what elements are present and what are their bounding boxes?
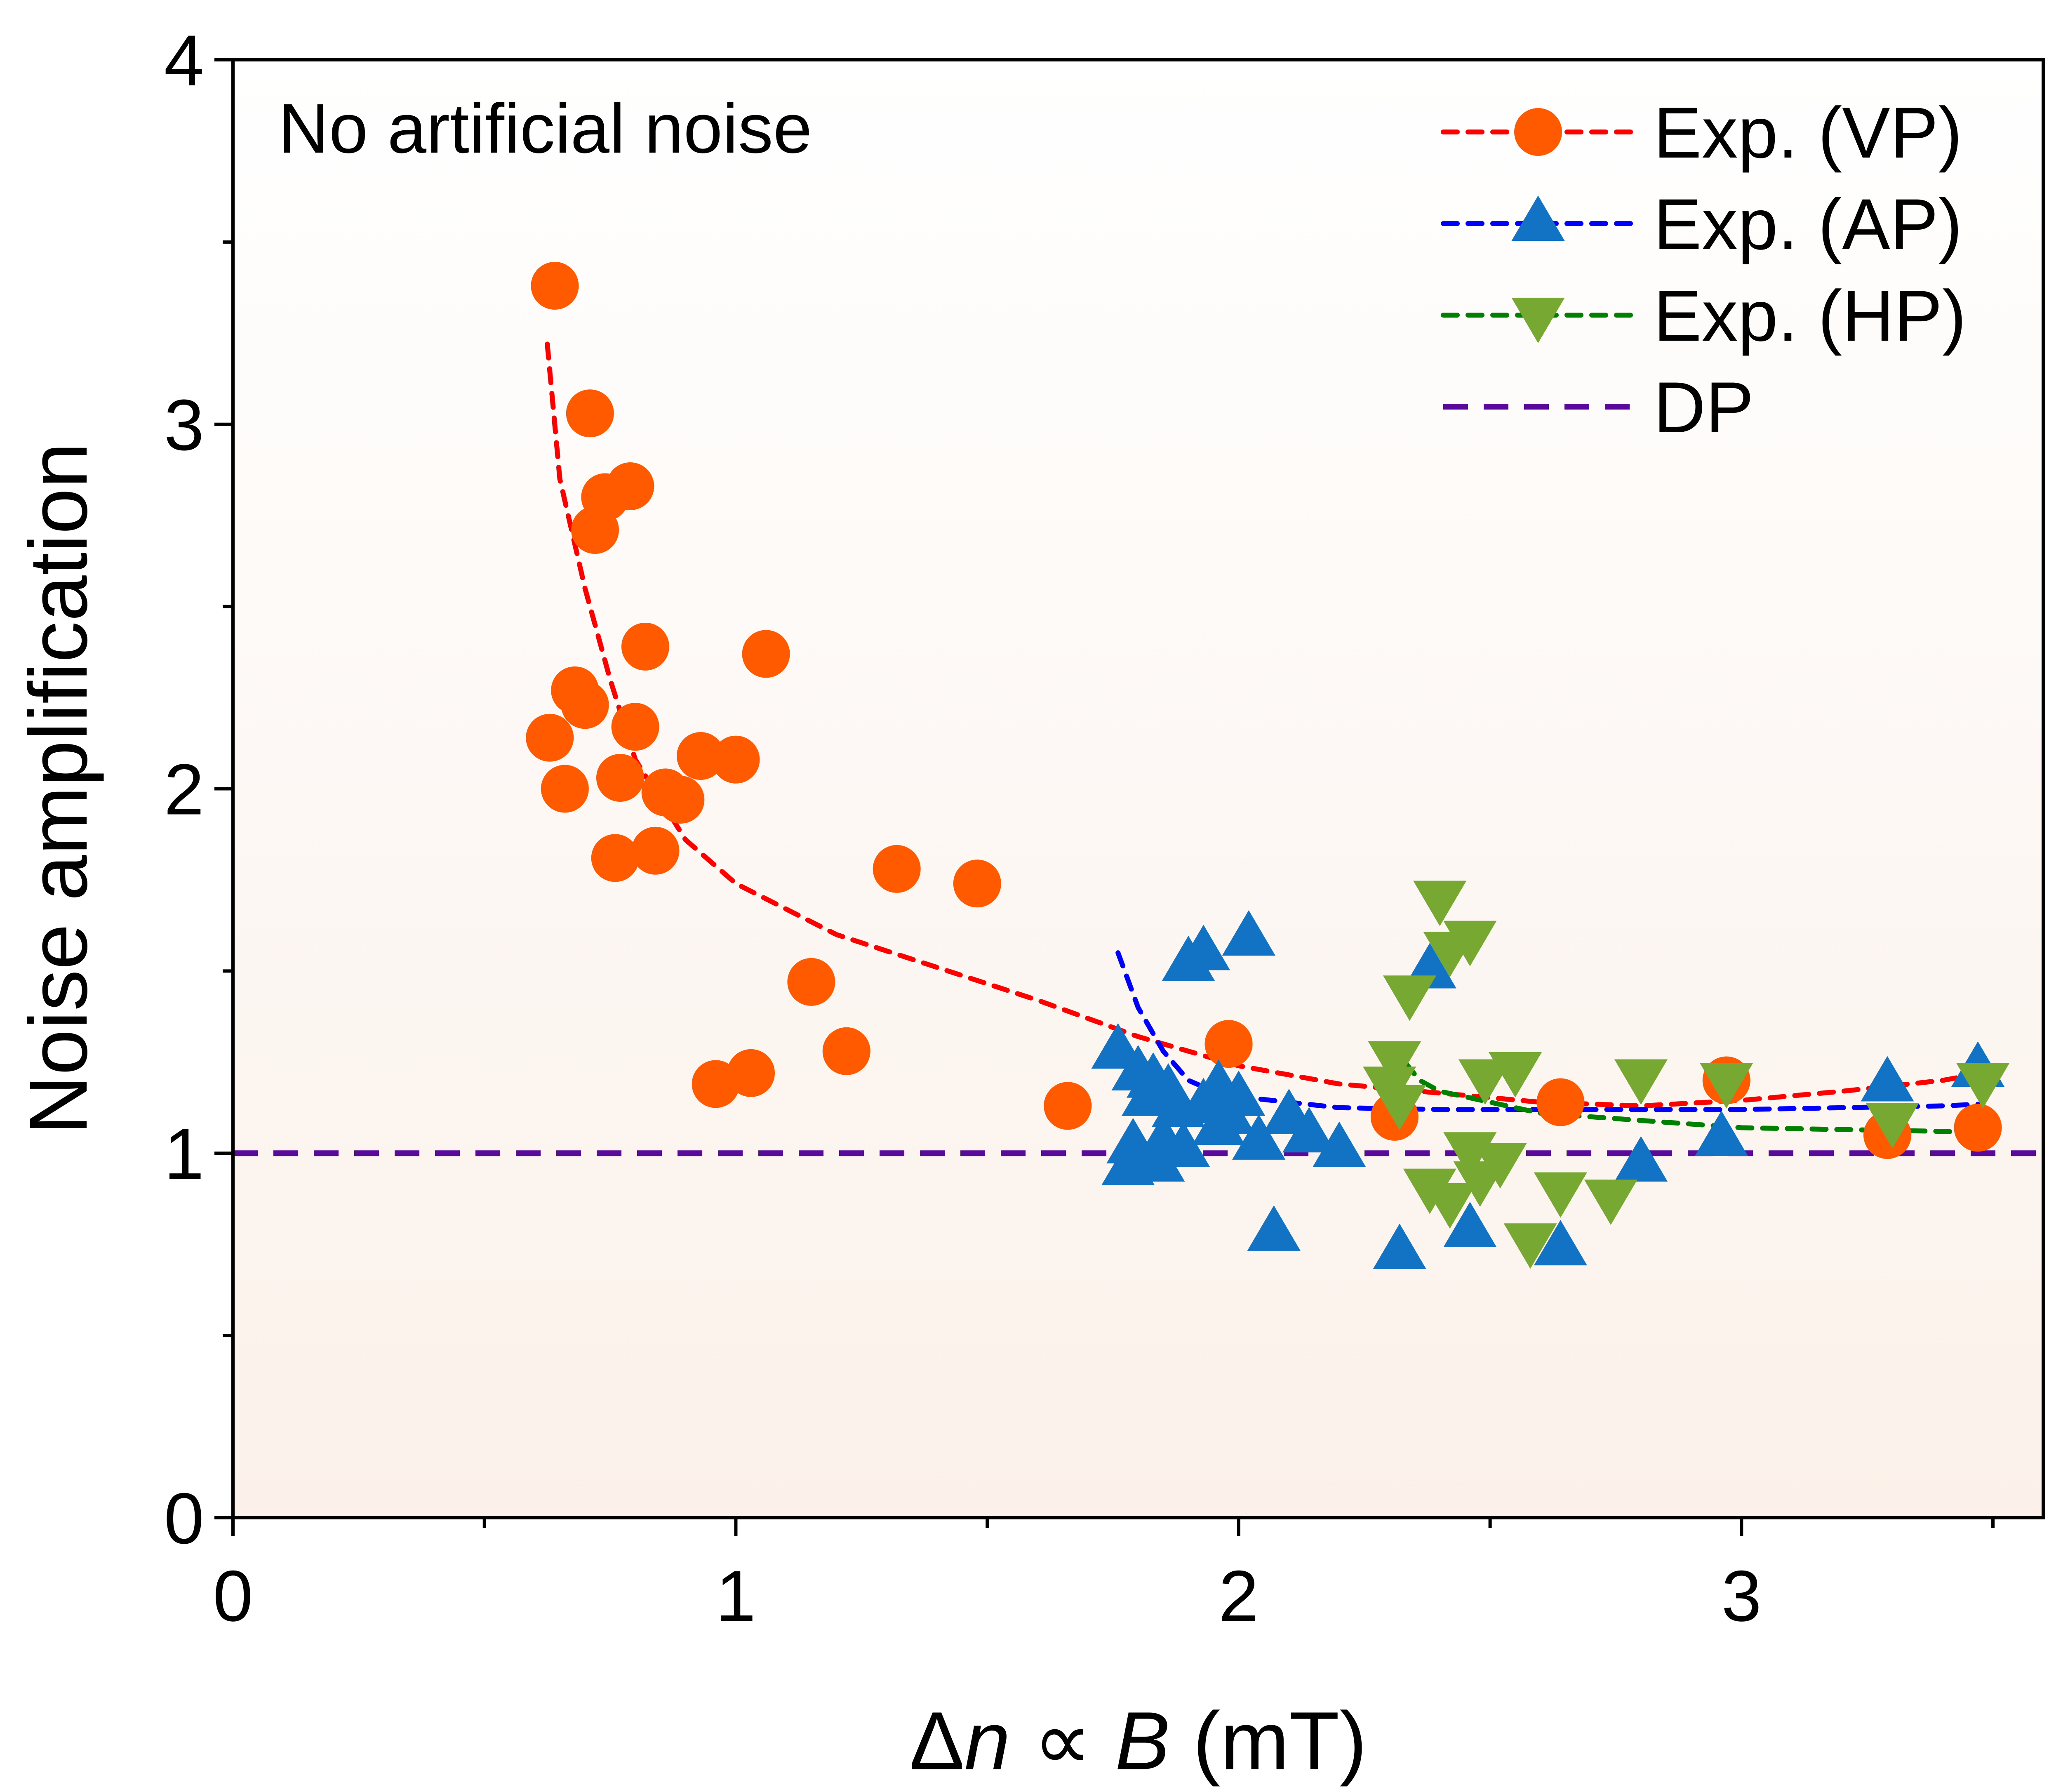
exp-hp-point [1534, 1172, 1587, 1218]
exp-ap-point [1443, 1201, 1497, 1247]
exp-hp-point [1373, 1085, 1426, 1130]
exp-hp-point [1453, 1161, 1507, 1207]
exp-ap-point [1222, 910, 1275, 956]
exp-vp-point [621, 622, 669, 671]
exp-vp-point [571, 506, 619, 554]
exp-hp-point [1443, 921, 1497, 966]
exp-ap-point [1282, 1107, 1336, 1153]
exp-vp-point [656, 776, 705, 824]
exp-hp-point [1866, 1103, 1919, 1149]
y-tick-label-2: 2 [164, 750, 204, 830]
legend-label-exp-ap: Exp. (AP) [1654, 184, 1962, 265]
x-axis-n: n [965, 1695, 1010, 1787]
exp-ap-point [1614, 1136, 1668, 1182]
exp-ap-point [1247, 1205, 1301, 1251]
exp-ap-point [1192, 1100, 1245, 1145]
exp-vp-point [596, 754, 644, 802]
exp-ap-point [1373, 1223, 1426, 1269]
y-axis-title: Noise amplification [12, 443, 104, 1135]
exp-ap-point [1313, 1121, 1366, 1167]
exp-vp-point [531, 261, 579, 310]
exp-ap-point [1232, 1114, 1286, 1160]
exp-hp-point [1503, 1223, 1557, 1269]
legend: Exp. (VP) Exp. (AP) Exp. (HP) DP [1441, 93, 1966, 448]
plot-background [233, 60, 2043, 1518]
exp-vp-point [712, 735, 760, 784]
exp-vp-point [742, 630, 790, 678]
exp-ap-point [1212, 1070, 1266, 1116]
legend-label-exp-vp: Exp. (VP) [1654, 93, 1962, 173]
exp-vp-point [611, 703, 659, 751]
exp-vp-point [561, 681, 609, 729]
x-axis-ticks: 0 1 2 3 [213, 1518, 1995, 1637]
exp-ap-point [1157, 1121, 1210, 1167]
y-tick-label-0: 0 [164, 1479, 204, 1559]
exp-vp-point [1536, 1078, 1585, 1126]
exp-ap-point [1694, 1110, 1748, 1156]
exp-hp-point [1488, 1052, 1542, 1097]
exp-vp-point [1954, 1104, 2002, 1152]
exp-ap-point [1132, 1136, 1185, 1182]
exp-vp-point [873, 845, 921, 893]
exp-ap-point [1176, 925, 1230, 970]
exp-hp-point [1413, 881, 1467, 926]
exp-vp-point [541, 765, 589, 813]
x-axis-proportional: ∝ [1010, 1695, 1115, 1787]
annotation-text: No artificial noise [278, 89, 812, 168]
y-tick-label-3: 3 [164, 385, 204, 466]
exp-vp-point [822, 1027, 870, 1075]
exp-vp-point [631, 827, 680, 875]
y-tick-label-4: 4 [164, 21, 204, 101]
exp-vp-point [1204, 1020, 1253, 1068]
exp-hp-point [1458, 1059, 1512, 1105]
exp-ap-point [1861, 1056, 1914, 1102]
data-points [526, 261, 2010, 1269]
x-axis-title: Δn ∝ B (mT) [909, 1695, 1367, 1787]
x-axis-b: B [1115, 1695, 1170, 1787]
x-tick-label-1: 1 [716, 1556, 756, 1637]
exp-hp-point [1383, 975, 1437, 1021]
exp-ap-point [1534, 1220, 1587, 1266]
exp-vp-point [953, 860, 1001, 908]
legend-marker-exp-hp [1511, 297, 1565, 343]
x-tick-label-3: 3 [1722, 1556, 1762, 1637]
exp-vp-point [606, 462, 654, 510]
exp-hp-point [1584, 1180, 1637, 1225]
x-tick-label-0: 0 [213, 1556, 253, 1637]
exp-vp-point [591, 834, 639, 882]
exp-hp-point [1368, 1041, 1421, 1087]
legend-label-dp: DP [1654, 367, 1754, 448]
legend-marker-exp-ap [1511, 195, 1565, 241]
x-tick-label-2: 2 [1219, 1556, 1259, 1637]
exp-vp-point [526, 714, 574, 762]
exp-hp-point [1700, 1063, 1753, 1109]
exp-vp-point [677, 732, 725, 780]
exp-hp-point [1614, 1059, 1668, 1105]
legend-marker-exp-vp [1514, 108, 1562, 156]
x-axis-unit: (mT) [1170, 1695, 1367, 1787]
legend-label-exp-hp: Exp. (HP) [1654, 276, 1966, 356]
exp-vp-point [566, 389, 614, 438]
exp-vp-point [1044, 1082, 1092, 1130]
exp-vp-point [692, 1060, 740, 1108]
exp-ap-point [1121, 1070, 1175, 1116]
y-tick-label-1: 1 [164, 1114, 204, 1194]
y-axis-ticks: 0 1 2 3 4 [164, 21, 233, 1559]
exp-vp-point [787, 958, 835, 1006]
exp-hp-point [1956, 1063, 2010, 1109]
x-axis-delta: Δ [909, 1695, 965, 1787]
exp-hp-point [1423, 1183, 1477, 1229]
